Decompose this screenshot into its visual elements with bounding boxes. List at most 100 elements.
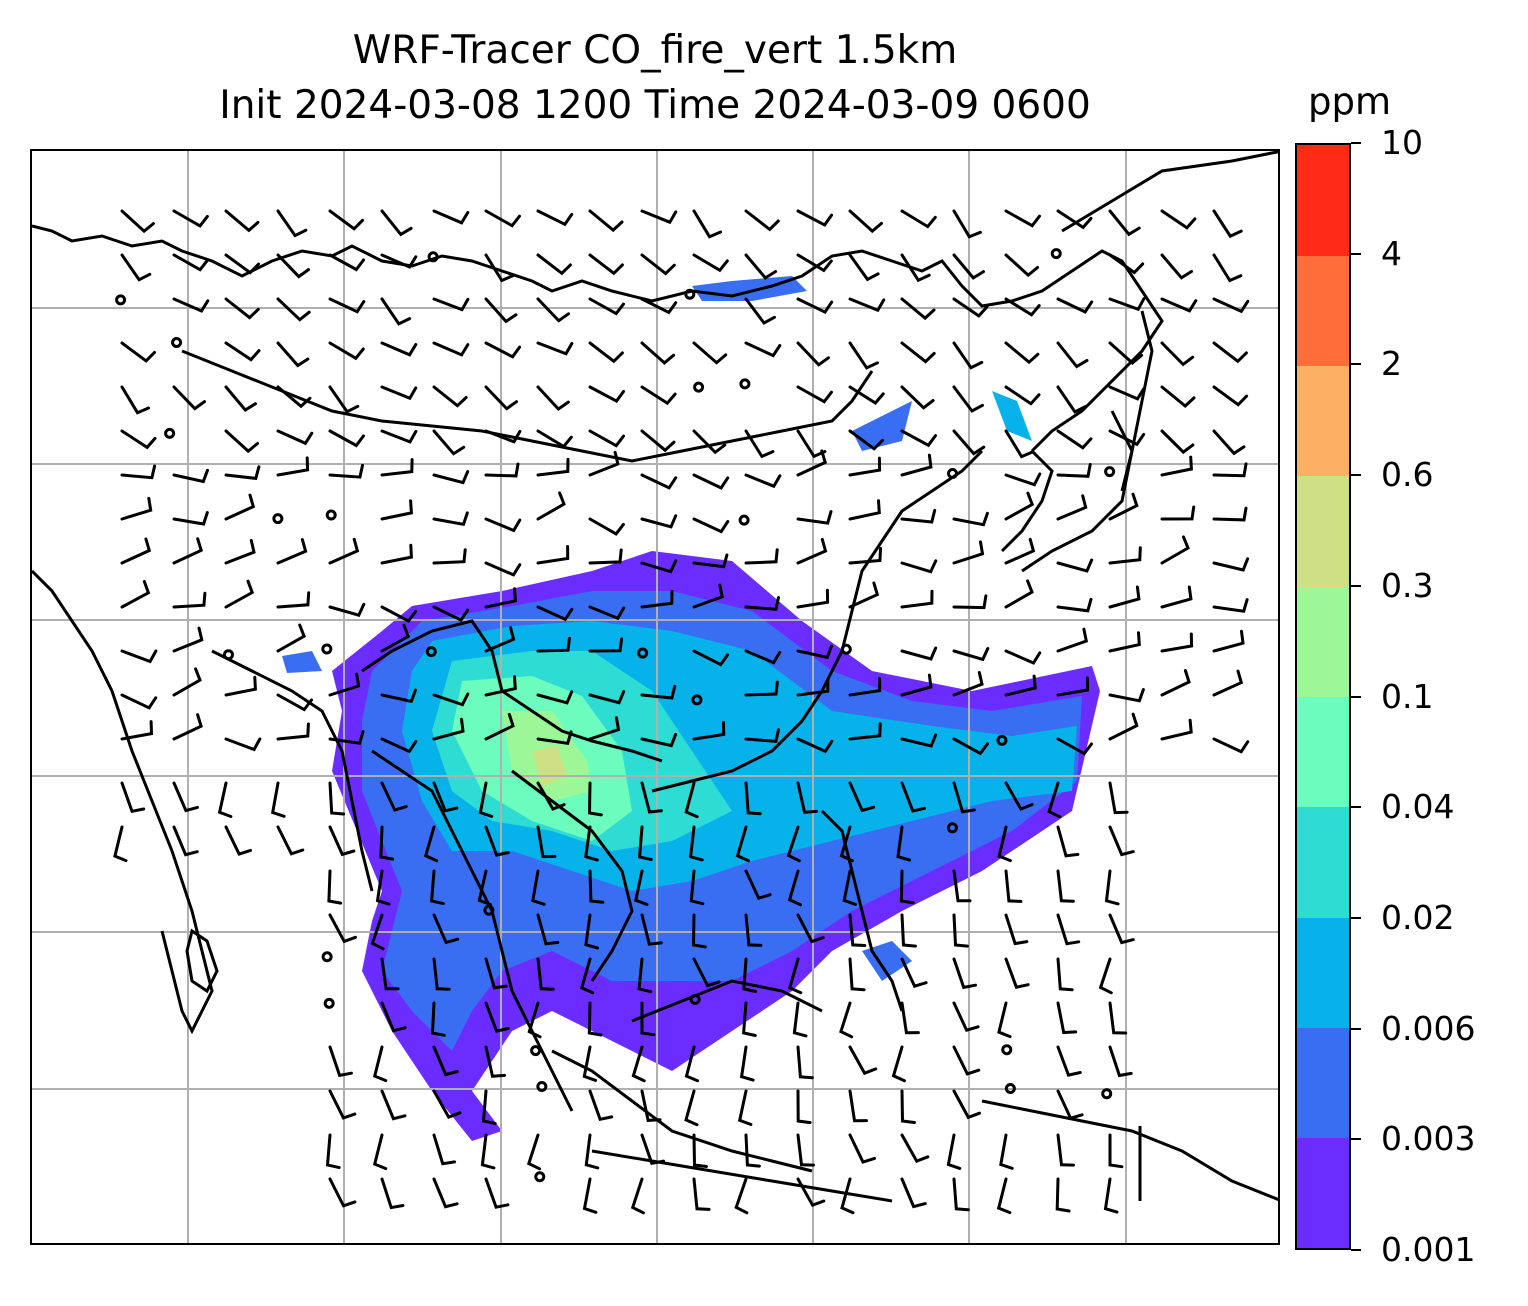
calm-wind-marker [1101,1088,1113,1100]
wind-barb [848,957,866,992]
wind-barb [536,341,574,356]
wind-barb [684,1089,699,1127]
wind-barb [380,1001,407,1033]
calm-wind-marker [1050,248,1062,260]
wind-barb [900,646,938,661]
wind-barb [796,449,828,477]
wind-barb [432,470,470,485]
wind-barb [952,1045,981,1076]
wind-barb [1160,209,1197,230]
wind-barb [276,722,310,741]
wind-barb [1056,1133,1075,1167]
wind-barb [735,825,750,863]
wind-barb [744,680,779,697]
wind-barb [900,1089,916,1124]
wind-barb [328,1089,357,1120]
calm-wind-marker [947,467,959,479]
colorbar-segment [1297,365,1349,477]
wind-barb [739,1045,755,1082]
wind-barb [120,253,152,282]
wind-barb [796,385,833,404]
wind-barb [692,583,724,609]
wind-barb [1056,825,1080,858]
wind-barb [588,517,625,536]
wind-barb [692,473,730,490]
wind-barb [582,1045,598,1082]
colorbar-tick [1351,916,1361,919]
wind-barb [588,429,625,448]
wind-barb [172,591,207,609]
wind-barb [432,1045,459,1077]
wind-barb [1108,1045,1133,1078]
wind-barb [328,209,365,231]
wind-barb [796,677,830,697]
wind-barb [327,869,343,905]
wind-barb [692,209,723,239]
wind-barb [328,463,364,479]
colorbar-tick-label: 0.001 [1381,1230,1476,1269]
wind-barb [224,675,257,697]
wind-barb [796,1045,814,1080]
wind-barb [276,297,311,322]
calm-wind-marker [739,378,751,390]
wind-barb [640,341,676,365]
wind-barb [946,1133,962,1170]
wind-barb [692,253,729,273]
wind-barb [787,869,802,907]
wind-barb [325,1133,341,1170]
wind-barb [796,781,818,814]
wind-barb [952,1001,980,1033]
wind-barb [423,825,439,863]
wind-barb [588,385,626,404]
wind-barb [172,781,199,813]
wind-barb [1212,737,1250,754]
coastline-kamchatka [1061,151,1278,233]
wind-barb [1004,957,1030,989]
wind-barb [900,1177,927,1209]
wind-barb [584,1133,600,1170]
wind-barb [839,1001,854,1039]
wind-barb [224,297,260,320]
wind-barb [432,511,469,527]
calm-wind-marker [738,514,750,526]
wind-barb [432,957,451,991]
wind-barb [792,1001,808,1038]
wind-barb [742,957,758,993]
wind-barb [120,781,146,814]
colorbar-segment [1297,586,1349,697]
wind-barb [688,825,704,862]
wind-barb [1056,463,1092,478]
wind-barb [432,1133,457,1166]
wind-barb [1108,209,1141,237]
wind-barb [1056,597,1093,613]
wind-barb [1108,913,1135,945]
wind-barb [796,1133,815,1167]
wind-barb [1108,385,1146,401]
wind-barb [526,1133,542,1171]
wind-barb [1108,546,1142,565]
calm-wind-marker [946,822,958,834]
wind-barb [536,690,574,705]
wind-barb [848,499,881,521]
wind-barb [276,538,308,565]
wind-barb [1004,674,1037,697]
calm-wind-marker [323,997,335,1009]
wind-barb [588,341,624,364]
wind-barb [224,429,259,454]
wind-barb [536,781,566,811]
wind-barb [1047,781,1062,819]
wind-barb [588,253,624,276]
wind-barb [900,297,936,321]
wind-barb [796,341,830,367]
wind-barb [744,473,782,489]
wind-barb [432,385,468,408]
wind-barb [640,913,663,946]
wind-barb [276,209,308,238]
wind-barb [582,1177,598,1214]
wind-barb [328,385,360,414]
wind-barb [1160,297,1198,313]
wind-barb [217,781,233,818]
wind-barb [432,1177,459,1209]
coastline-korea-japan [1000,410,1134,573]
wind-barb [900,508,937,524]
